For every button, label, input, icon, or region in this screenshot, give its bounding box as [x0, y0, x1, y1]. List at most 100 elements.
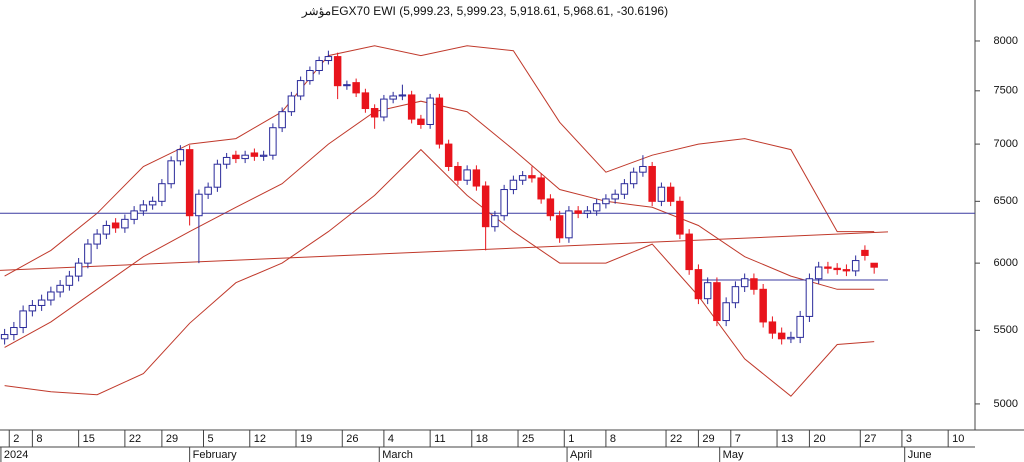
- candle-body: [47, 291, 55, 301]
- candle-body: [703, 282, 712, 300]
- candle-body: [250, 152, 259, 157]
- candle-body: [74, 262, 83, 277]
- candle-body: [444, 143, 453, 167]
- candle-body: [65, 275, 74, 286]
- candle-body: [370, 108, 379, 118]
- x-tick-label: 2: [13, 433, 19, 445]
- y-tick-label: 6000: [994, 257, 1018, 269]
- candle-body: [324, 56, 333, 62]
- candle-body: [870, 262, 878, 268]
- candle-body: [454, 165, 462, 181]
- x-tick-label: 1: [568, 433, 574, 445]
- candle-body: [158, 183, 166, 202]
- candle-body: [435, 97, 444, 145]
- candle-body: [546, 198, 555, 217]
- candle-body: [759, 288, 767, 323]
- candle-body: [10, 327, 18, 336]
- candle-body: [213, 163, 222, 188]
- candle-body: [204, 186, 212, 195]
- candle-body: [111, 222, 120, 229]
- x-tick-label: 10: [952, 433, 964, 445]
- candle-body: [176, 149, 185, 162]
- x-tick-label: 18: [476, 433, 488, 445]
- candle-body: [592, 203, 601, 212]
- candle-body: [814, 266, 823, 280]
- candle-body: [426, 97, 434, 125]
- month-label: 2024: [4, 449, 28, 461]
- candle-body: [833, 267, 841, 271]
- x-tick-label: 29: [166, 433, 178, 445]
- candle-body: [851, 260, 860, 272]
- x-tick-label: 8: [36, 433, 42, 445]
- candle-body: [380, 98, 388, 118]
- candle-body: [241, 154, 249, 160]
- candle-body: [740, 278, 749, 288]
- candle-body: [685, 233, 693, 271]
- reference-line: [0, 231, 889, 271]
- candle-body: [796, 315, 804, 338]
- candle-body: [84, 243, 92, 264]
- candle-body: [93, 233, 101, 245]
- candle-body: [296, 80, 305, 97]
- candle-body: [185, 149, 194, 217]
- candle-body: [195, 193, 203, 217]
- candle-body: [306, 69, 314, 82]
- candle-body: [222, 156, 231, 165]
- x-tick-label: 25: [522, 433, 534, 445]
- candle-body: [417, 118, 425, 125]
- candle-body: [102, 224, 111, 235]
- candle-body: [565, 210, 573, 239]
- candle-body: [574, 210, 582, 214]
- candle-body: [620, 183, 629, 195]
- candle-body: [639, 165, 647, 173]
- candle-body: [481, 185, 490, 228]
- candle-body: [398, 94, 407, 97]
- candle-body: [0, 334, 9, 340]
- candle-body: [352, 82, 360, 94]
- y-tick-label: 6500: [994, 195, 1018, 207]
- candle-body: [37, 299, 46, 306]
- candle-body: [611, 193, 619, 200]
- y-tick-label: 7000: [994, 138, 1018, 150]
- x-tick-label: 7: [735, 433, 741, 445]
- candle-body: [333, 56, 342, 87]
- candle-body: [121, 218, 129, 229]
- x-tick-label: 5: [208, 433, 214, 445]
- candle-body: [232, 154, 240, 160]
- candle-body: [343, 84, 351, 87]
- candle-body: [509, 179, 518, 191]
- bollinger-band: [4, 100, 875, 348]
- candle-body: [269, 127, 277, 156]
- y-tick-label: 5500: [994, 324, 1018, 336]
- x-tick-label: 27: [864, 433, 876, 445]
- candle-body: [750, 278, 758, 290]
- x-tick-label: 3: [906, 433, 912, 445]
- x-tick-label: 4: [388, 433, 394, 445]
- candle-body: [537, 177, 545, 200]
- candle-body: [19, 310, 27, 329]
- x-tick-label: 29: [702, 433, 714, 445]
- candle-body: [389, 95, 397, 100]
- x-tick-label: 22: [129, 433, 141, 445]
- candle-body: [130, 210, 138, 220]
- bollinger-band: [4, 45, 875, 277]
- month-label: April: [570, 449, 592, 461]
- x-tick-label: 11: [434, 433, 445, 445]
- candle-body: [278, 111, 286, 129]
- candle-body: [518, 175, 527, 181]
- chart-title: مؤشرEGX70 EWI (5,999.23, 5,999.23, 5,918…: [301, 4, 668, 18]
- candle-body: [824, 266, 832, 269]
- x-tick-label: 13: [781, 433, 793, 445]
- x-tick-label: 15: [83, 433, 95, 445]
- candle-body: [315, 60, 323, 71]
- x-tick-label: 26: [346, 433, 358, 445]
- candle-body: [555, 215, 564, 239]
- y-tick-label: 7500: [994, 85, 1018, 97]
- candle-body: [722, 302, 730, 322]
- candle-body: [28, 304, 37, 312]
- candle-body: [805, 278, 814, 317]
- candle-body: [583, 210, 592, 214]
- bollinger-band: [4, 148, 875, 397]
- candle-body: [602, 198, 610, 205]
